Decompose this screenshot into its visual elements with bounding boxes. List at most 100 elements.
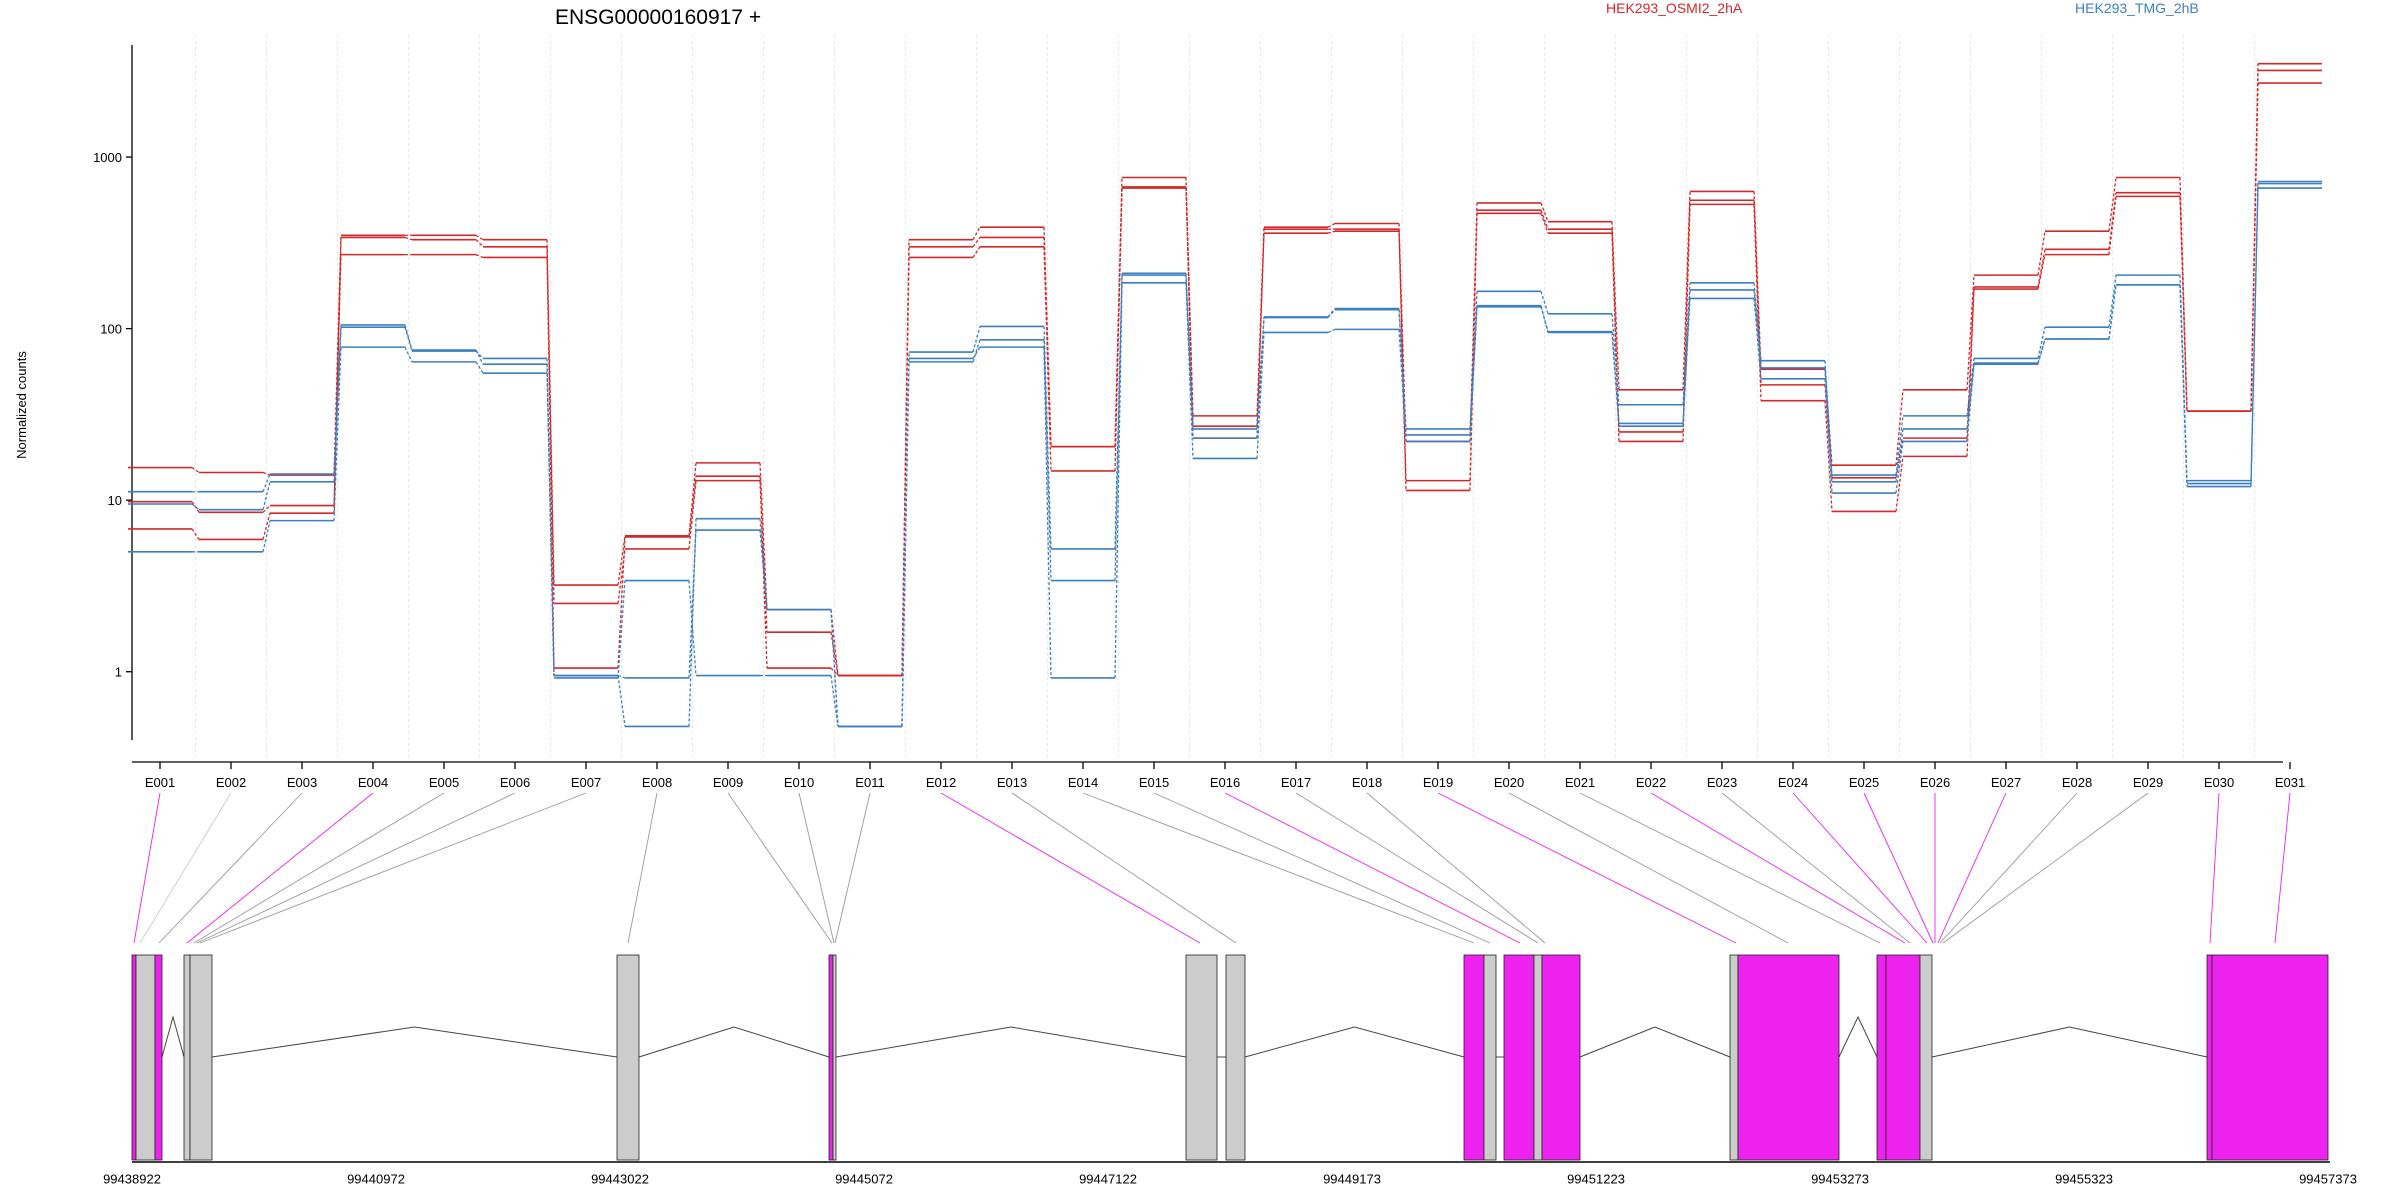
series-6-link-23 — [1753, 298, 1762, 379]
series-2-link-6 — [546, 257, 555, 604]
x-tick-label-E019: E019 — [1423, 775, 1453, 790]
connector-E015 — [1153, 792, 1491, 944]
exon-block-19 — [1885, 954, 1921, 1161]
series-6-link-2 — [262, 520, 271, 552]
series-2-link-10 — [830, 632, 839, 676]
series-6-link-5 — [475, 361, 484, 374]
series-4-link-9 — [759, 518, 768, 610]
exon-block-18 — [1876, 954, 1887, 1161]
intron-7 — [1838, 1015, 1878, 1058]
series-3-link-29 — [2179, 192, 2188, 412]
x-tick-label-E016: E016 — [1210, 775, 1240, 790]
exon-block-4 — [183, 954, 191, 1161]
series-6-link-11 — [901, 358, 910, 727]
series-4-link-2 — [262, 473, 271, 492]
series-6-link-16 — [1256, 332, 1265, 459]
x-tick-label-E014: E014 — [1068, 775, 1098, 790]
series-1-link-5 — [475, 234, 484, 241]
x-tick-label-E013: E013 — [997, 775, 1027, 790]
series-4-link-27 — [2037, 327, 2046, 359]
vertical-gridlines — [195, 35, 2255, 762]
series-3-link-22 — [1682, 200, 1691, 432]
series-6-link-4 — [404, 346, 413, 363]
x-tick-label-E006: E006 — [500, 775, 530, 790]
series-1-link-2 — [262, 471, 271, 476]
coordinate-label-8: 99453273 — [1811, 1172, 1869, 1187]
series-5-link-23 — [1753, 289, 1762, 368]
series-5-link-14 — [1114, 273, 1123, 581]
series-4-link-23 — [1753, 282, 1762, 361]
series-4-link-16 — [1256, 317, 1265, 430]
series-1-link-20 — [1540, 202, 1549, 222]
series-3-link-6 — [546, 246, 555, 669]
series-1-link-8 — [688, 462, 697, 536]
exon-block-7 — [828, 954, 834, 1161]
series-6-link-7 — [617, 580, 626, 678]
x-tick-label-E031: E031 — [2275, 775, 2305, 790]
series-6-link-24 — [1824, 378, 1833, 494]
exon-block-12 — [1483, 954, 1497, 1161]
connector-E013 — [1011, 792, 1237, 944]
x-tick-label-E003: E003 — [287, 775, 317, 790]
series-2-link-18 — [1398, 231, 1407, 491]
series-1-link-7 — [617, 535, 626, 586]
exon-block-14 — [1533, 954, 1543, 1161]
series-3-link-30 — [2250, 70, 2259, 412]
x-tick-label-E026: E026 — [1920, 775, 1950, 790]
gene-model: 99438922 99440972 99443022 99445072 99447122… — [103, 954, 2357, 1187]
series-3-link-19 — [1469, 210, 1478, 442]
x-tick-label-E002: E002 — [216, 775, 246, 790]
series-3-link-7 — [617, 536, 626, 669]
coordinate-label-9: 99455323 — [2055, 1172, 2113, 1187]
series-2-link-24 — [1824, 400, 1833, 512]
legend-condition-a: HEK293_OSMI2_2hA — [1606, 0, 1743, 16]
coordinate-label-4: 99445072 — [835, 1172, 893, 1187]
connector-E004 — [186, 792, 374, 944]
series-5-link-25 — [1895, 428, 1904, 482]
exon-block-8 — [832, 954, 837, 1161]
x-tick-label-E015: E015 — [1139, 775, 1169, 790]
series-6-link-12 — [972, 346, 981, 359]
intron-8 — [1931, 1026, 2208, 1058]
series-6-link-28 — [2108, 284, 2117, 340]
series-5-link-9 — [759, 529, 768, 610]
coordinate-label-1: 99438922 — [103, 1172, 161, 1187]
y-tick-label-100: 100 — [100, 322, 122, 337]
coordinate-label-5: 99447122 — [1079, 1172, 1137, 1187]
series-5-link-1 — [191, 503, 200, 511]
series-1-link-25 — [1895, 389, 1904, 466]
connector-E027 — [1937, 792, 2007, 944]
exon-block-20 — [1919, 954, 1933, 1161]
x-tick-label-E004: E004 — [358, 775, 388, 790]
series-3-link-8 — [688, 476, 697, 538]
intron-3 — [638, 1026, 830, 1058]
coordinate-label-10: 99457373 — [2299, 1172, 2357, 1187]
exon-block-9 — [1185, 954, 1218, 1161]
exon-block-11 — [1463, 954, 1485, 1161]
series-1-link-21 — [1611, 221, 1620, 390]
series-2-link-20 — [1540, 213, 1549, 234]
connector-E022 — [1650, 792, 1906, 944]
exon-block-17 — [1737, 954, 1840, 1161]
series-3-link-5 — [475, 239, 484, 248]
series-6-link-26 — [1966, 364, 1975, 442]
series-2-link-17 — [1327, 230, 1336, 234]
series-2-link-27 — [2037, 254, 2046, 290]
series-1-link-1 — [191, 466, 200, 474]
x-tick-label-E027: E027 — [1991, 775, 2021, 790]
series-lines — [128, 62, 2322, 728]
series-1-link-26 — [1966, 275, 1975, 390]
intron-2 — [211, 1026, 618, 1058]
exon-block-3 — [154, 954, 163, 1161]
x-tick-label-E005: E005 — [429, 775, 459, 790]
exon-block-6 — [616, 954, 640, 1161]
intron-4 — [835, 1026, 1187, 1058]
x-tick-label-E029: E029 — [2133, 775, 2163, 790]
connector-E001 — [133, 792, 161, 944]
x-tick-label-E008: E008 — [642, 775, 672, 790]
x-tick-label-E028: E028 — [2062, 775, 2092, 790]
connector-E025 — [1863, 792, 1934, 944]
series-2-link-2 — [262, 505, 271, 513]
connector-E016 — [1224, 792, 1521, 944]
